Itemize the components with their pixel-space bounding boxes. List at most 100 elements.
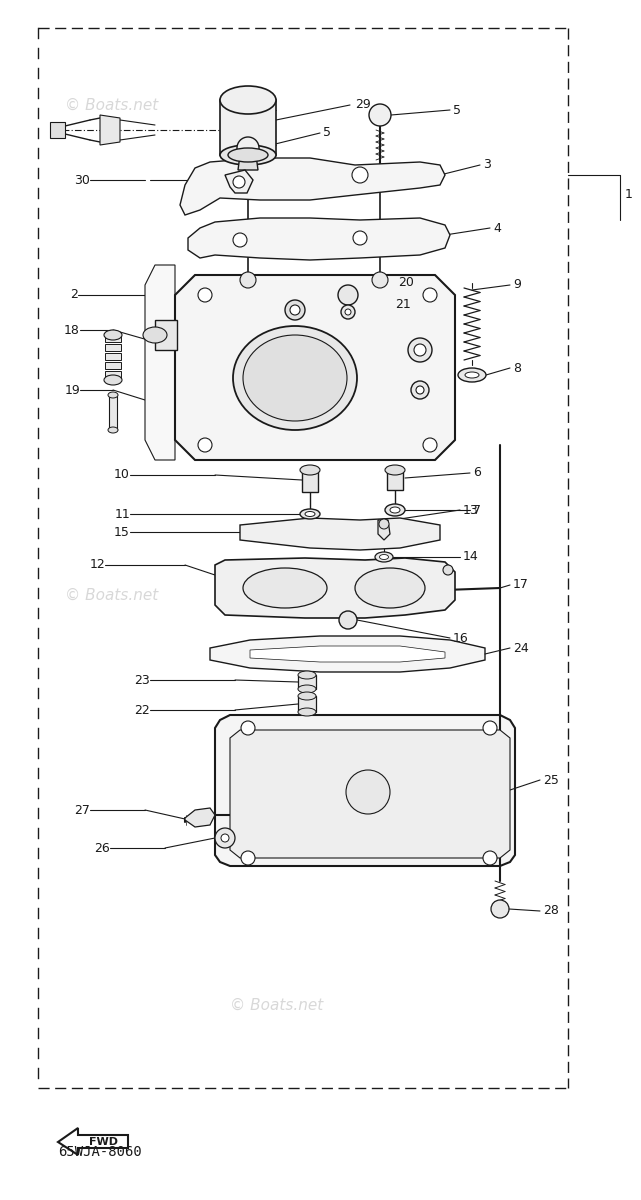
Ellipse shape (300, 464, 320, 475)
Ellipse shape (143, 326, 167, 343)
Circle shape (215, 828, 235, 848)
Ellipse shape (298, 685, 316, 692)
Ellipse shape (243, 568, 327, 608)
Circle shape (352, 167, 368, 182)
Text: 1: 1 (625, 188, 633, 202)
Circle shape (241, 851, 255, 865)
Text: 22: 22 (134, 703, 150, 716)
Text: 16: 16 (453, 631, 469, 644)
Text: 10: 10 (114, 468, 130, 481)
Polygon shape (58, 1128, 128, 1154)
Polygon shape (378, 520, 390, 540)
Circle shape (240, 272, 256, 288)
Text: 29: 29 (355, 98, 370, 112)
Polygon shape (238, 155, 258, 170)
Circle shape (411, 382, 429, 398)
Bar (105, 362, 121, 370)
Ellipse shape (228, 148, 268, 162)
Polygon shape (100, 115, 120, 145)
Polygon shape (145, 265, 175, 460)
Ellipse shape (300, 509, 320, 518)
Polygon shape (225, 170, 253, 193)
Text: 9: 9 (513, 278, 521, 292)
Bar (105, 353, 121, 360)
Circle shape (483, 851, 497, 865)
Ellipse shape (108, 392, 118, 398)
Circle shape (237, 137, 259, 158)
Text: 5: 5 (453, 103, 461, 116)
Text: 17: 17 (513, 578, 529, 592)
Circle shape (341, 305, 355, 319)
Ellipse shape (243, 335, 347, 421)
Circle shape (369, 104, 391, 126)
Text: 6: 6 (473, 467, 481, 480)
Text: 2: 2 (70, 288, 78, 301)
Polygon shape (50, 122, 65, 138)
Text: 30: 30 (74, 174, 90, 186)
Circle shape (353, 230, 367, 245)
Circle shape (423, 288, 437, 302)
Bar (105, 371, 121, 378)
Ellipse shape (104, 374, 122, 385)
Circle shape (232, 174, 248, 190)
Polygon shape (215, 558, 455, 618)
Bar (387, 470, 403, 490)
Circle shape (198, 438, 212, 452)
Polygon shape (188, 218, 450, 260)
Polygon shape (250, 646, 445, 662)
Text: 7: 7 (473, 504, 481, 516)
Polygon shape (230, 730, 510, 858)
Circle shape (241, 721, 255, 734)
Bar (302, 470, 318, 492)
Polygon shape (180, 158, 445, 215)
Polygon shape (185, 808, 215, 827)
Text: 8: 8 (513, 361, 521, 374)
Text: 21: 21 (395, 299, 411, 312)
Text: 12: 12 (89, 558, 105, 571)
Text: 11: 11 (114, 508, 130, 521)
Text: © Boats.net: © Boats.net (230, 808, 323, 823)
Circle shape (372, 272, 388, 288)
Circle shape (345, 308, 351, 314)
Bar (155, 320, 177, 350)
Ellipse shape (298, 708, 316, 716)
Ellipse shape (379, 554, 388, 559)
Text: © Boats.net: © Boats.net (65, 98, 158, 113)
Circle shape (285, 300, 305, 320)
Circle shape (339, 611, 357, 629)
Ellipse shape (104, 330, 122, 340)
Bar (298, 674, 316, 689)
Text: 23: 23 (134, 673, 150, 686)
Text: 25: 25 (543, 774, 559, 786)
Ellipse shape (220, 145, 276, 164)
Text: 20: 20 (398, 276, 414, 288)
Bar (298, 696, 316, 712)
Ellipse shape (220, 86, 276, 114)
Ellipse shape (375, 552, 393, 562)
Circle shape (290, 305, 300, 314)
Circle shape (423, 438, 437, 452)
Text: 15: 15 (114, 526, 130, 539)
Text: 13: 13 (463, 504, 479, 516)
Circle shape (408, 338, 432, 362)
Ellipse shape (298, 671, 316, 679)
Circle shape (233, 176, 245, 188)
Circle shape (338, 284, 358, 305)
Polygon shape (215, 715, 515, 866)
Bar (109, 395, 117, 430)
Text: © Boats.net: © Boats.net (65, 588, 158, 602)
Circle shape (491, 900, 509, 918)
Ellipse shape (108, 427, 118, 433)
Circle shape (443, 565, 453, 575)
Circle shape (198, 288, 212, 302)
Polygon shape (240, 518, 440, 550)
Circle shape (414, 344, 426, 356)
Ellipse shape (355, 568, 425, 608)
Ellipse shape (385, 504, 405, 516)
Bar (105, 344, 121, 350)
Text: 28: 28 (543, 905, 559, 918)
Ellipse shape (458, 368, 486, 382)
Polygon shape (210, 636, 485, 672)
Ellipse shape (465, 372, 479, 378)
Ellipse shape (390, 506, 400, 514)
